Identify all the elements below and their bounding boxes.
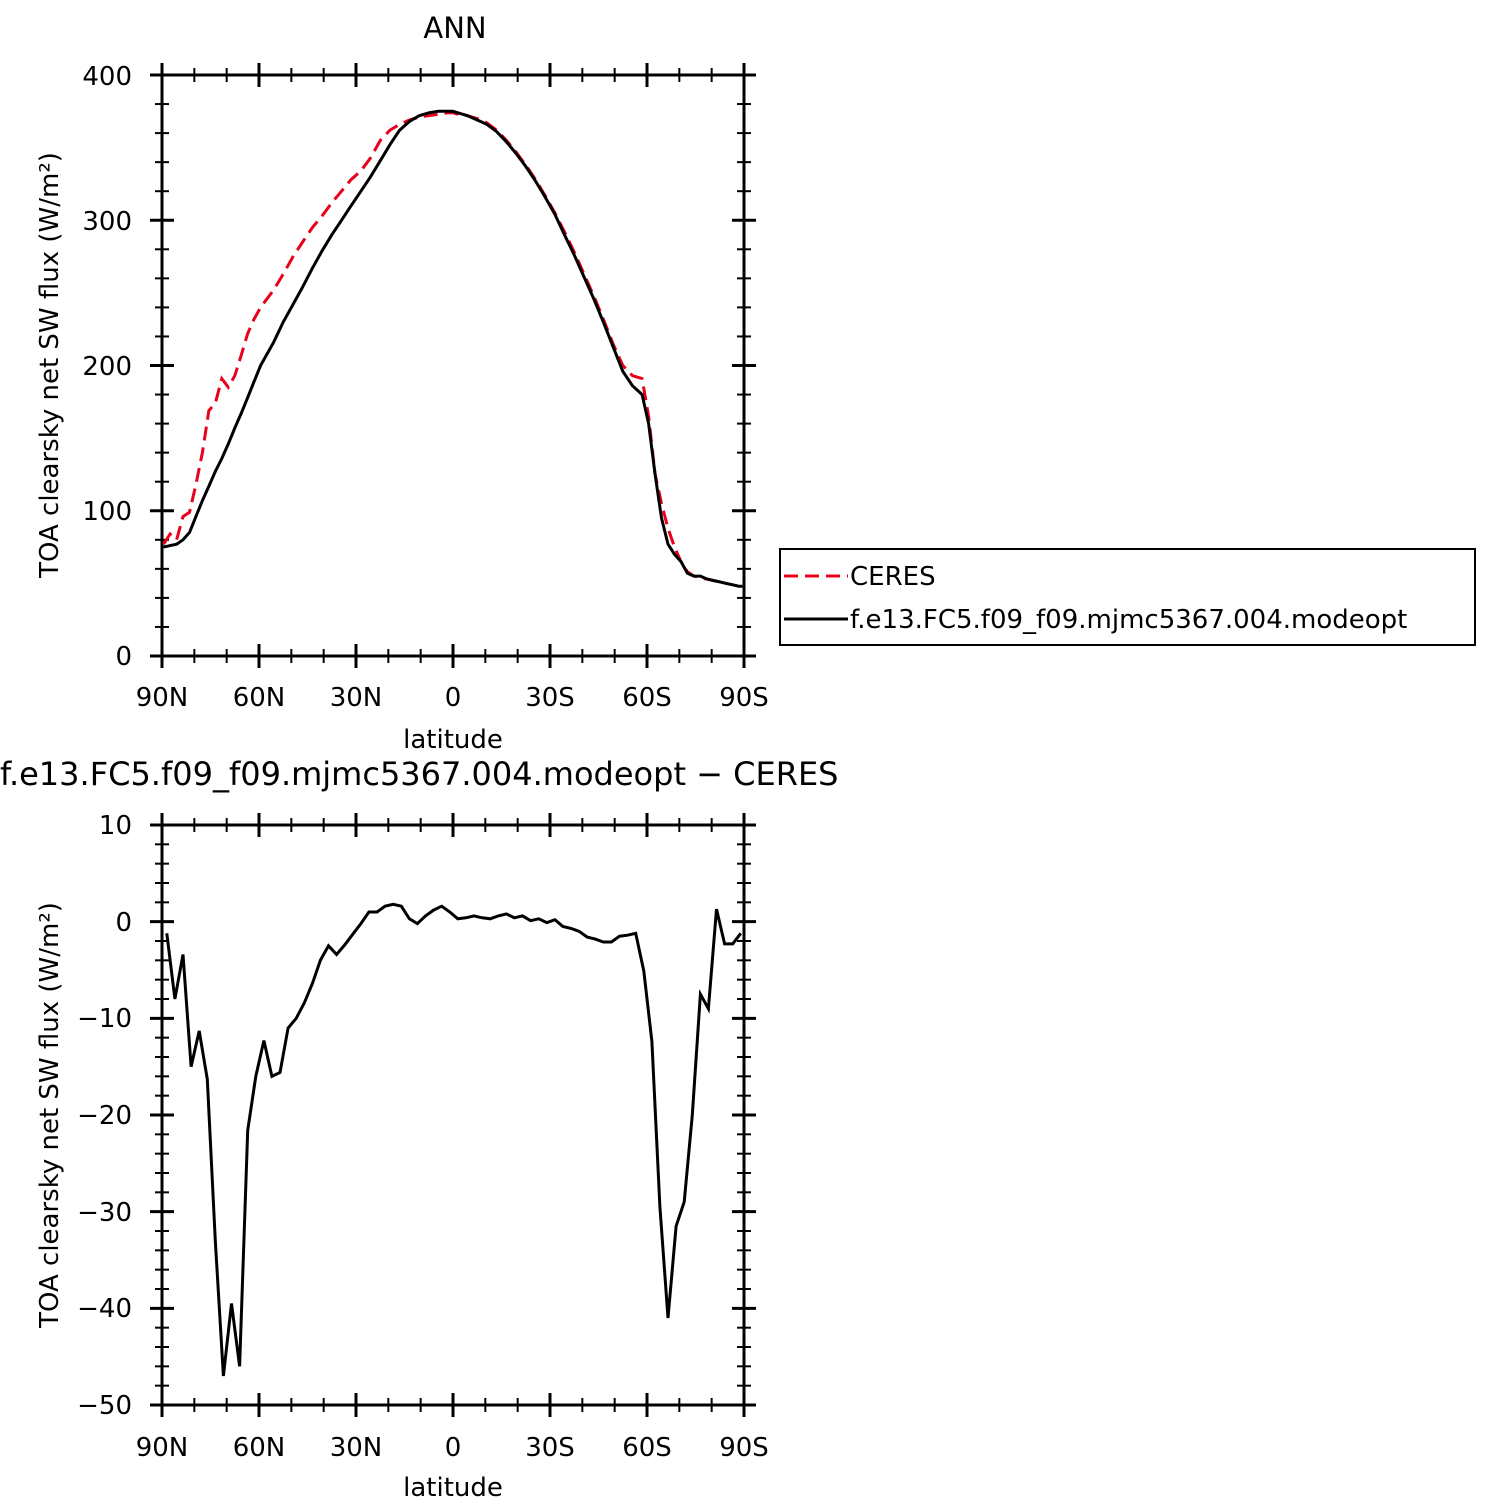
bottom-y-ticks: [150, 823, 756, 1407]
y-tick-label: −20: [77, 1101, 132, 1131]
x-tick-label: 30S: [525, 1433, 575, 1463]
bottom-y-tick-labels: −50 −40 −30 −20 −10 0 10: [77, 811, 132, 1421]
y-tick-label: 400: [82, 62, 132, 92]
top-panel: ANN 0 100 200 300 400 90N 60N 30N 0 30S …: [35, 11, 1476, 755]
legend-ceres-label: CERES: [850, 562, 936, 592]
top-y-axis-label: TOA clearsky net SW flux (W/m²): [35, 152, 65, 579]
x-tick-label: 90S: [719, 683, 769, 713]
y-tick-label: 100: [82, 497, 132, 527]
top-y-ticks: [150, 73, 756, 658]
top-x-ticks: [160, 63, 746, 668]
bottom-x-ticks: [160, 813, 746, 1417]
top-x-axis-label: latitude: [403, 725, 503, 755]
model-series-line: [163, 109, 743, 588]
x-tick-label: 30N: [330, 1433, 383, 1463]
top-y-tick-labels: 0 100 200 300 400: [82, 62, 132, 672]
x-tick-label: 30S: [525, 683, 575, 713]
top-x-tick-labels: 90N 60N 30N 0 30S 60S 90S: [136, 683, 769, 713]
y-tick-label: 0: [115, 908, 132, 938]
y-tick-label: −50: [77, 1391, 132, 1421]
x-tick-label: 60N: [233, 1433, 286, 1463]
y-tick-label: 10: [99, 811, 132, 841]
x-tick-label: 60S: [622, 1433, 672, 1463]
x-tick-label: 60S: [622, 683, 672, 713]
x-tick-label: 90S: [719, 1433, 769, 1463]
legend-box: [779, 548, 1476, 646]
x-tick-label: 30N: [330, 683, 383, 713]
top-chart-title: ANN: [423, 11, 486, 45]
y-tick-label: −10: [77, 1004, 132, 1034]
difference-series-line: [165, 902, 742, 1377]
x-tick-label: 90N: [136, 1433, 189, 1463]
x-tick-label: 60N: [233, 683, 286, 713]
bottom-x-axis-label: latitude: [403, 1473, 503, 1503]
legend: CERES f.e13.FC5.f09_f09.mjmc5367.004.mod…: [779, 548, 1476, 646]
top-plot-area: [162, 109, 743, 588]
bottom-plot-area: [165, 902, 742, 1377]
y-tick-label: 300: [82, 207, 132, 237]
x-tick-label: 90N: [136, 683, 189, 713]
bottom-panel: f.e13.FC5.f09_f09.mjmc5367.004.modeopt −…: [0, 755, 838, 1503]
y-tick-label: −40: [77, 1294, 132, 1324]
bottom-y-axis-label: TOA clearsky net SW flux (W/m²): [35, 902, 65, 1329]
top-plot-frame: [160, 73, 746, 658]
y-tick-label: 200: [82, 352, 132, 382]
ceres-series-line: [162, 111, 743, 588]
y-tick-label: 0: [115, 642, 132, 672]
x-tick-label: 0: [445, 1433, 462, 1463]
legend-model-label: f.e13.FC5.f09_f09.mjmc5367.004.modeopt: [850, 605, 1407, 635]
bottom-chart-title: f.e13.FC5.f09_f09.mjmc5367.004.modeopt −…: [0, 755, 838, 793]
y-tick-label: −30: [77, 1198, 132, 1228]
bottom-x-tick-labels: 90N 60N 30N 0 30S 60S 90S: [136, 1433, 769, 1463]
x-tick-label: 0: [445, 683, 462, 713]
